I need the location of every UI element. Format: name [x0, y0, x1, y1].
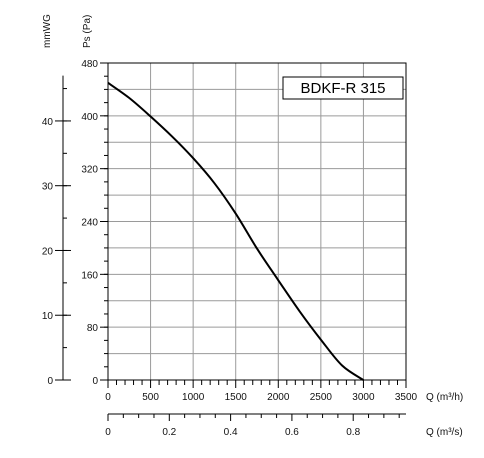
mmwg-tick-label: 0: [47, 376, 53, 387]
pa-tick-label: 80: [87, 323, 99, 334]
pa-tick-label: 0: [92, 376, 98, 387]
x-secondary-unit-label: Q (m³/s): [426, 427, 463, 438]
q-tick-label: 2000: [267, 392, 290, 403]
q-tick-label: 3500: [395, 392, 418, 403]
pa-tick-label: 160: [81, 270, 98, 281]
q-tick-label: 1500: [225, 392, 248, 403]
x-primary-unit-label: Q (m³/h): [426, 392, 463, 403]
q-tick-label: 0: [105, 392, 111, 403]
q-m3s-tick-label: 0.6: [285, 427, 299, 438]
mmwg-tick-label: 40: [42, 117, 54, 128]
y-primary-unit-label: Ps (Pa): [82, 15, 93, 48]
mmwg-tick-label: 20: [42, 246, 54, 257]
q-tick-label: 2500: [310, 392, 333, 403]
mmwg-tick-label: 30: [42, 182, 54, 193]
model-label-box: [282, 76, 404, 100]
grid-lines: [108, 63, 406, 380]
q-tick-label: 3000: [352, 392, 375, 403]
series-layer: [107, 81, 364, 381]
pa-tick-label: 320: [81, 165, 98, 176]
mmwg-tick-label: 10: [42, 311, 54, 322]
q-m3s-tick-label: 0.8: [346, 427, 360, 438]
model-label: BDKF-R 315: [300, 80, 385, 97]
fan-curve-line: [107, 81, 364, 381]
y-secondary-unit-label: mmWG: [42, 14, 53, 48]
q-tick-label: 500: [142, 392, 159, 403]
pa-tick-label: 400: [81, 112, 98, 123]
pa-tick-label: 480: [81, 59, 98, 70]
q-tick-label: 1000: [182, 392, 205, 403]
q-m3s-tick-label: 0.2: [162, 427, 176, 438]
pa-tick-label: 240: [81, 218, 98, 229]
q-m3s-tick-label: 0: [105, 427, 111, 438]
q-m3s-tick-label: 0.4: [224, 427, 238, 438]
